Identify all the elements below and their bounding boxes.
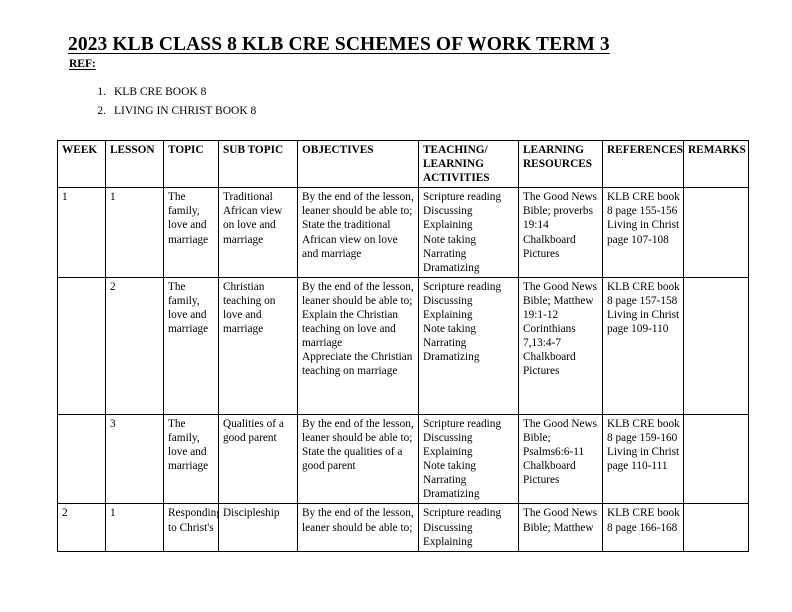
ref-label: REF: bbox=[69, 58, 96, 70]
column-header-references: REFERENCES bbox=[602, 139, 684, 189]
cell-activities: Scripture reading Discussing Explaining Not… bbox=[418, 187, 519, 278]
table-row: 3 The family, love and marriage Qualitie… bbox=[57, 413, 749, 505]
cell-sub-topic: Discipleship bbox=[218, 503, 298, 552]
cell-topic: The family, love and marriage bbox=[163, 413, 219, 505]
cell-resources: The Good News Bible; Matthew bbox=[518, 503, 603, 552]
cell-week bbox=[57, 413, 106, 505]
cell-topic: The family, love and marriage bbox=[163, 276, 219, 415]
cell-remarks bbox=[683, 187, 749, 278]
cell-activities: Scripture reading Discussing Explaining bbox=[418, 503, 519, 552]
cell-topic: Responding to Christ's bbox=[163, 503, 219, 552]
cell-resources: The Good News Bible; Matthew 19:1-12 Cori… bbox=[518, 276, 603, 415]
list-item: 2. LIVING IN CHRIST BOOK 8 bbox=[88, 102, 488, 121]
cell-remarks bbox=[683, 413, 749, 505]
table-row: 1 1 The family, love and marriage Tradit… bbox=[57, 187, 749, 278]
cell-references: KLB CRE book 8 page 157-158 Living in Chr… bbox=[602, 276, 684, 415]
column-header-lesson: LESSON bbox=[105, 139, 164, 189]
column-header-week: WEEK bbox=[57, 139, 106, 189]
schemes-of-work-table: WEEK LESSON TOPIC SUB TOPIC OBJECTIVES T… bbox=[57, 139, 749, 552]
cell-objectives: By the end of the lesson, leaner should … bbox=[297, 187, 419, 278]
cell-lesson: 1 bbox=[105, 187, 164, 278]
cell-week: 1 bbox=[57, 187, 106, 278]
page-title: 2023 KLB CLASS 8 KLB CRE SCHEMES OF WORK… bbox=[68, 34, 610, 55]
cell-remarks bbox=[683, 276, 749, 415]
list-item-label: LIVING IN CHRIST BOOK 8 bbox=[114, 105, 257, 117]
cell-sub-topic: Qualities of a good parent bbox=[218, 413, 298, 505]
cell-resources: The Good News Bible; Psalms6:6-11 Chalkbo… bbox=[518, 413, 603, 505]
column-header-resources: LEARNING RESOURCES bbox=[518, 139, 603, 189]
cell-sub-topic: Traditional African view on love and mar… bbox=[218, 187, 298, 278]
cell-lesson: 1 bbox=[105, 503, 164, 552]
list-item-label: KLB CRE BOOK 8 bbox=[114, 86, 207, 98]
cell-week: 2 bbox=[57, 503, 106, 552]
column-header-remarks: REMARKS bbox=[683, 139, 749, 189]
cell-references: KLB CRE book 8 page 159-160 Living in Chr… bbox=[602, 413, 684, 505]
reference-list: 1. KLB CRE BOOK 8 2. LIVING IN CHRIST BO… bbox=[88, 83, 488, 121]
cell-resources: The Good News Bible; proverbs 19:14 Chalk… bbox=[518, 187, 603, 278]
column-header-objectives: OBJECTIVES bbox=[297, 139, 419, 189]
cell-references: KLB CRE book 8 page 166-168 bbox=[602, 503, 684, 552]
cell-objectives: By the end of the lesson, leaner should … bbox=[297, 413, 419, 505]
cell-references: KLB CRE book 8 page 155-156 Living in Chr… bbox=[602, 187, 684, 278]
cell-lesson: 3 bbox=[105, 413, 164, 505]
column-header-activities: TEACHING/ LEARNING ACTIVITIES bbox=[418, 139, 519, 189]
list-item: 1. KLB CRE BOOK 8 bbox=[88, 83, 488, 102]
cell-lesson: 2 bbox=[105, 276, 164, 415]
table-row: 2 The family, love and marriage Christia… bbox=[57, 276, 749, 415]
cell-topic: The family, love and marriage bbox=[163, 187, 219, 278]
cell-sub-topic: Christian teaching on love and marriage bbox=[218, 276, 298, 415]
cell-objectives: By the end of the lesson, leaner should … bbox=[297, 503, 419, 552]
table-header-row: WEEK LESSON TOPIC SUB TOPIC OBJECTIVES T… bbox=[57, 139, 749, 189]
table-row: 2 1 Responding to Christ's Discipleship … bbox=[57, 503, 749, 552]
list-item-number: 1. bbox=[97, 86, 106, 98]
cell-objectives: By the end of the lesson, leaner should … bbox=[297, 276, 419, 415]
cell-activities: Scripture reading Discussing Explaining Not… bbox=[418, 413, 519, 505]
column-header-topic: TOPIC bbox=[163, 139, 219, 189]
cell-week bbox=[57, 276, 106, 415]
column-header-sub-topic: SUB TOPIC bbox=[218, 139, 298, 189]
list-item-number: 2. bbox=[97, 105, 106, 117]
cell-remarks bbox=[683, 503, 749, 552]
cell-activities: Scripture reading Discussing Explaining Not… bbox=[418, 276, 519, 415]
